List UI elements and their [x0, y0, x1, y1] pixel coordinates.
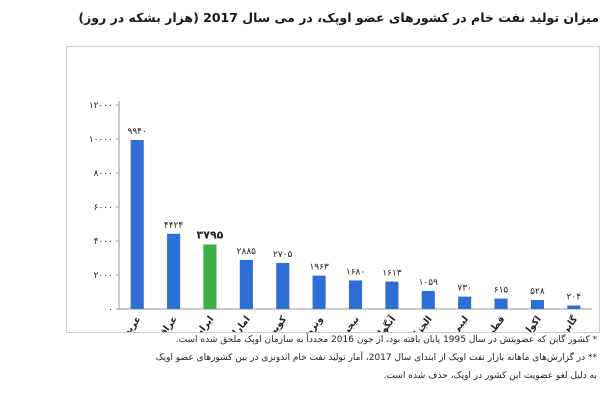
bar [458, 296, 472, 309]
bar [276, 263, 290, 309]
chart-title: میزان تولید نفت خام در کشورهای عضو اوپک،… [78, 10, 599, 25]
bar [567, 305, 581, 309]
y-tick-label: ۰ [108, 305, 113, 315]
data-label: ۹۹۴۰ [128, 127, 147, 137]
y-tick-label: ۴۰۰۰ [94, 237, 113, 247]
data-label: ۵۲۸ [530, 287, 545, 297]
y-tick-label: ۶۰۰۰ [94, 203, 113, 213]
bar-chart: ۰۲۰۰۰۴۰۰۰۶۰۰۰۸۰۰۰۱۰۰۰۰۱۲۰۰۰۹۹۴۰عربستان۴۴… [89, 101, 592, 332]
bar [203, 244, 217, 309]
data-label: ۲۸۸۵ [237, 247, 257, 257]
data-label: ۱۶۸۰ [346, 267, 365, 277]
footnote-2: ** در گزارش‌های ماهانه بازار نفت اوپک از… [155, 353, 597, 363]
bar [385, 281, 399, 309]
data-label: ۱۹۶۳ [309, 263, 329, 273]
data-label: ۴۴۲۴ [164, 221, 184, 231]
y-tick-label: ۱۲۰۰۰ [89, 101, 113, 111]
y-tick-label: ۸۰۰۰ [94, 169, 113, 179]
data-label: ۶۱۵ [494, 286, 509, 296]
y-tick-label: ۱۰۰۰۰ [89, 135, 113, 145]
data-label: ۲۷۰۵ [273, 250, 293, 260]
data-label: ۱۶۱۳ [382, 269, 402, 279]
footnotes: * کشور گابن که عضویتش در سال 1995 پایان … [60, 330, 597, 384]
bar [494, 298, 508, 309]
data-label: ۷۳۰ [457, 284, 472, 294]
y-tick-label: ۲۰۰۰ [94, 271, 113, 281]
footnote-3: به دلیل لغو عضویت این کشور در اوپک، حذف … [383, 371, 597, 381]
bar [421, 290, 435, 309]
bar [130, 140, 144, 309]
bar [167, 233, 181, 309]
bar [312, 275, 326, 309]
data-label: ۲۰۴ [567, 293, 582, 303]
data-label: ۱۰۵۹ [419, 278, 439, 288]
bar [348, 280, 363, 309]
footnote-1: * کشور گابن که عضویتش در سال 1995 پایان … [175, 335, 597, 345]
bar [239, 259, 253, 309]
bar [530, 300, 544, 309]
chart-frame: ۰۲۰۰۰۴۰۰۰۶۰۰۰۸۰۰۰۱۰۰۰۰۱۲۰۰۰۹۹۴۰عربستان۴۴… [66, 46, 600, 333]
data-label: ۳۷۹۵ [197, 228, 224, 241]
